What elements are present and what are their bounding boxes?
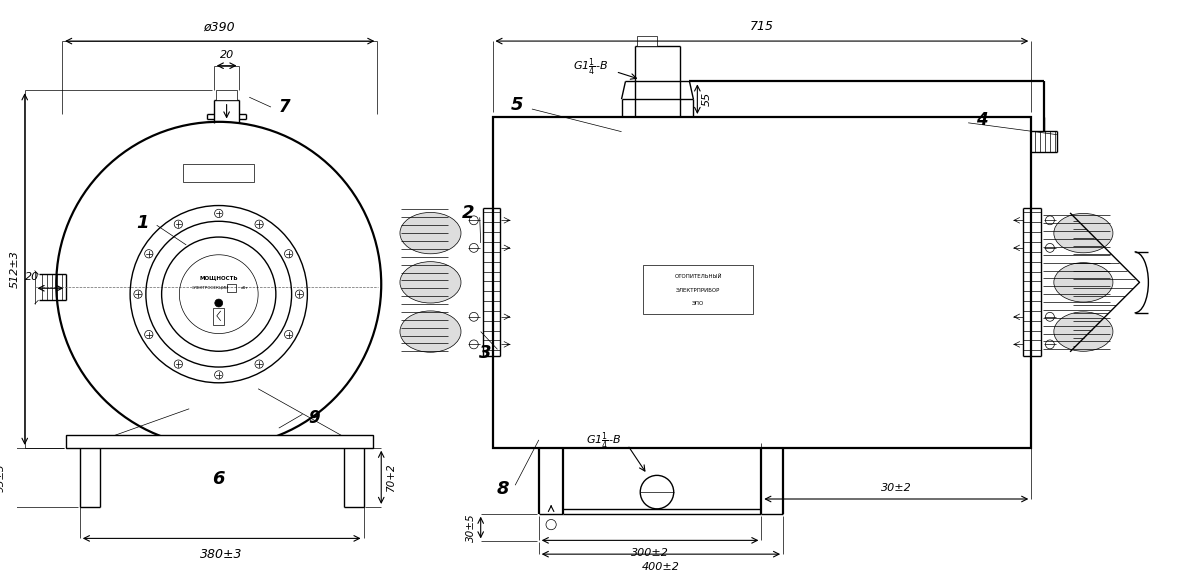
Text: 9: 9: [308, 409, 320, 427]
Text: 95±3: 95±3: [0, 463, 6, 492]
Text: 512±3: 512±3: [10, 250, 20, 288]
Ellipse shape: [400, 262, 461, 303]
Text: G1$\frac{1}{4}$-В: G1$\frac{1}{4}$-В: [587, 430, 622, 451]
Text: 4: 4: [976, 111, 988, 129]
Text: 30±5: 30±5: [466, 513, 475, 542]
Ellipse shape: [400, 311, 461, 352]
Text: 70+2: 70+2: [386, 463, 396, 492]
Bar: [643, 264, 754, 314]
Text: ø390: ø390: [203, 20, 234, 33]
Text: 55: 55: [701, 92, 712, 106]
Text: 400±2: 400±2: [642, 562, 680, 572]
Text: 7: 7: [278, 98, 290, 116]
Text: 30±2: 30±2: [881, 483, 912, 493]
Text: ЭЛЕКТРПРИБОР: ЭЛЕКТРПРИБОР: [676, 288, 720, 293]
Bar: [216, 90, 238, 100]
Ellipse shape: [1054, 213, 1112, 253]
Text: 1: 1: [137, 214, 149, 232]
Text: ОТОПИТЕЛЬНЫЙ: ОТОПИТЕЛЬНЫЙ: [674, 274, 722, 279]
Circle shape: [215, 299, 223, 307]
Text: G1$\frac{1}{4}$-В: G1$\frac{1}{4}$-В: [574, 57, 608, 78]
Text: 300±2: 300±2: [631, 548, 670, 558]
Ellipse shape: [400, 212, 461, 254]
Bar: [492, 117, 1031, 448]
Text: 5: 5: [511, 96, 523, 114]
Ellipse shape: [1054, 312, 1112, 351]
Text: ЭЛЕКТРОСЕКЦИИ: ЭЛЕКТРОСЕКЦИИ: [191, 285, 228, 289]
Bar: [184, 164, 254, 182]
Text: 20: 20: [220, 50, 234, 60]
Bar: [227, 284, 236, 292]
Text: 380±3: 380±3: [200, 548, 242, 561]
Bar: [637, 36, 656, 46]
Text: 3: 3: [479, 344, 492, 362]
Bar: [214, 308, 224, 325]
Text: 2: 2: [462, 204, 474, 223]
Text: 8: 8: [496, 480, 509, 498]
Text: 6: 6: [212, 470, 224, 488]
Text: МОЩНОСТЬ: МОЩНОСТЬ: [199, 275, 238, 280]
Bar: [66, 435, 373, 448]
Text: 20: 20: [24, 273, 38, 282]
Ellipse shape: [1054, 263, 1112, 302]
Text: ЭПО: ЭПО: [692, 301, 704, 305]
Text: 715: 715: [750, 20, 774, 33]
Text: кВт: кВт: [240, 286, 248, 290]
